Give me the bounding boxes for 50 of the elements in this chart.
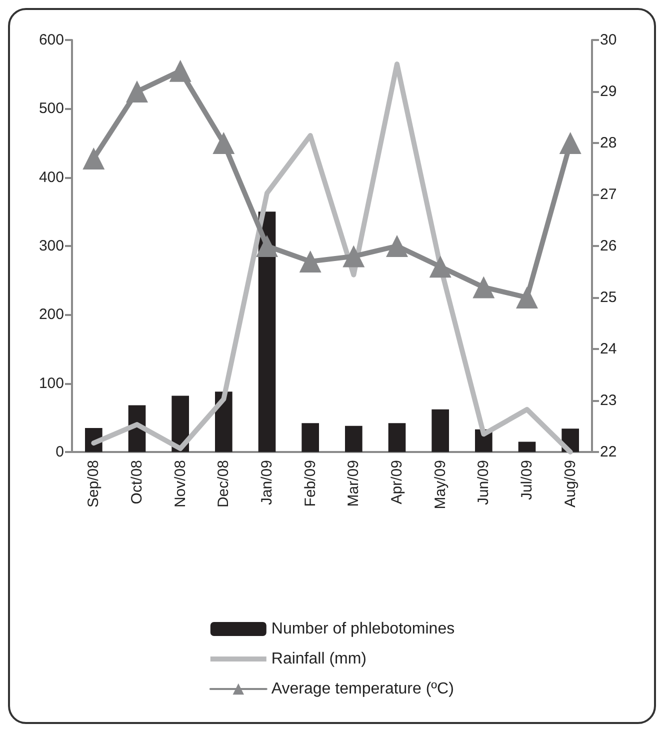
point (386, 235, 408, 257)
y2-tick-label: 26 (600, 238, 617, 254)
bar (302, 423, 319, 452)
legend-label: Rainfall (mm) (271, 650, 367, 668)
legend-label: Number of phlebotomines (271, 620, 455, 638)
x-tick-label: May/09 (432, 460, 449, 510)
legend-label: Average temperature (ºC) (271, 680, 454, 698)
y2-tick-label: 27 (600, 186, 617, 203)
x-tick-label: Nov/08 (172, 460, 189, 508)
x-tick-label: Jun/09 (475, 460, 492, 506)
point (472, 276, 495, 298)
x-tick-label: Aug/09 (562, 460, 579, 508)
y2-tick-label: 24 (600, 340, 617, 358)
x-tick-label: Jul/09 (518, 460, 536, 500)
bar (215, 392, 232, 452)
point (342, 245, 365, 268)
y-tick-label: 600 (38, 32, 64, 48)
y-tick-label: 400 (38, 168, 64, 186)
point (126, 80, 148, 102)
point (169, 60, 192, 82)
y-tick-label: 300 (38, 238, 64, 254)
y2-tick-label: 23 (600, 392, 617, 409)
bar (518, 442, 536, 452)
y-tick-label: 0 (56, 444, 64, 460)
y2-tick-label: 28 (600, 134, 617, 152)
point (256, 235, 278, 257)
y2-tick-label: 30 (600, 32, 617, 48)
point (299, 250, 322, 272)
y-tick-label: 200 (38, 306, 64, 324)
point (516, 286, 538, 308)
bar (432, 409, 449, 452)
point (559, 132, 582, 154)
y-tick-label: 100 (38, 374, 64, 392)
y2-tick-label: 25 (600, 289, 617, 306)
bar (388, 423, 406, 452)
x-tick-label: Oct/08 (128, 460, 146, 504)
x-tick-label: Apr/09 (388, 460, 406, 504)
y2-tick-label: 29 (600, 83, 617, 100)
rounded-frame: 0 100 200 300 400 500 600 22 23 24 25 26 27 28 29 30 Sep/08 Oct/08 Nov/08 Dec/08 Jan/09 Feb/09 Mar/09 Apr/09 May/09 Jun/09 Jul/09 Aug/09 Number of phlebotomines Rainfall (mm) Average temperature (ºC) (8, 8, 656, 724)
y2-tick-label: 22 (600, 444, 617, 460)
point (212, 132, 235, 154)
x-tick-label: Dec/08 (215, 460, 232, 508)
x-tick-label: Mar/09 (345, 460, 362, 507)
y-tick-label: 500 (38, 100, 64, 118)
x-tick-label: Sep/08 (85, 460, 102, 508)
x-tick-label: Feb/09 (302, 460, 319, 507)
point (429, 256, 452, 278)
x-tick-label: Jan/09 (258, 460, 276, 506)
bar (345, 426, 362, 452)
point (82, 147, 105, 170)
